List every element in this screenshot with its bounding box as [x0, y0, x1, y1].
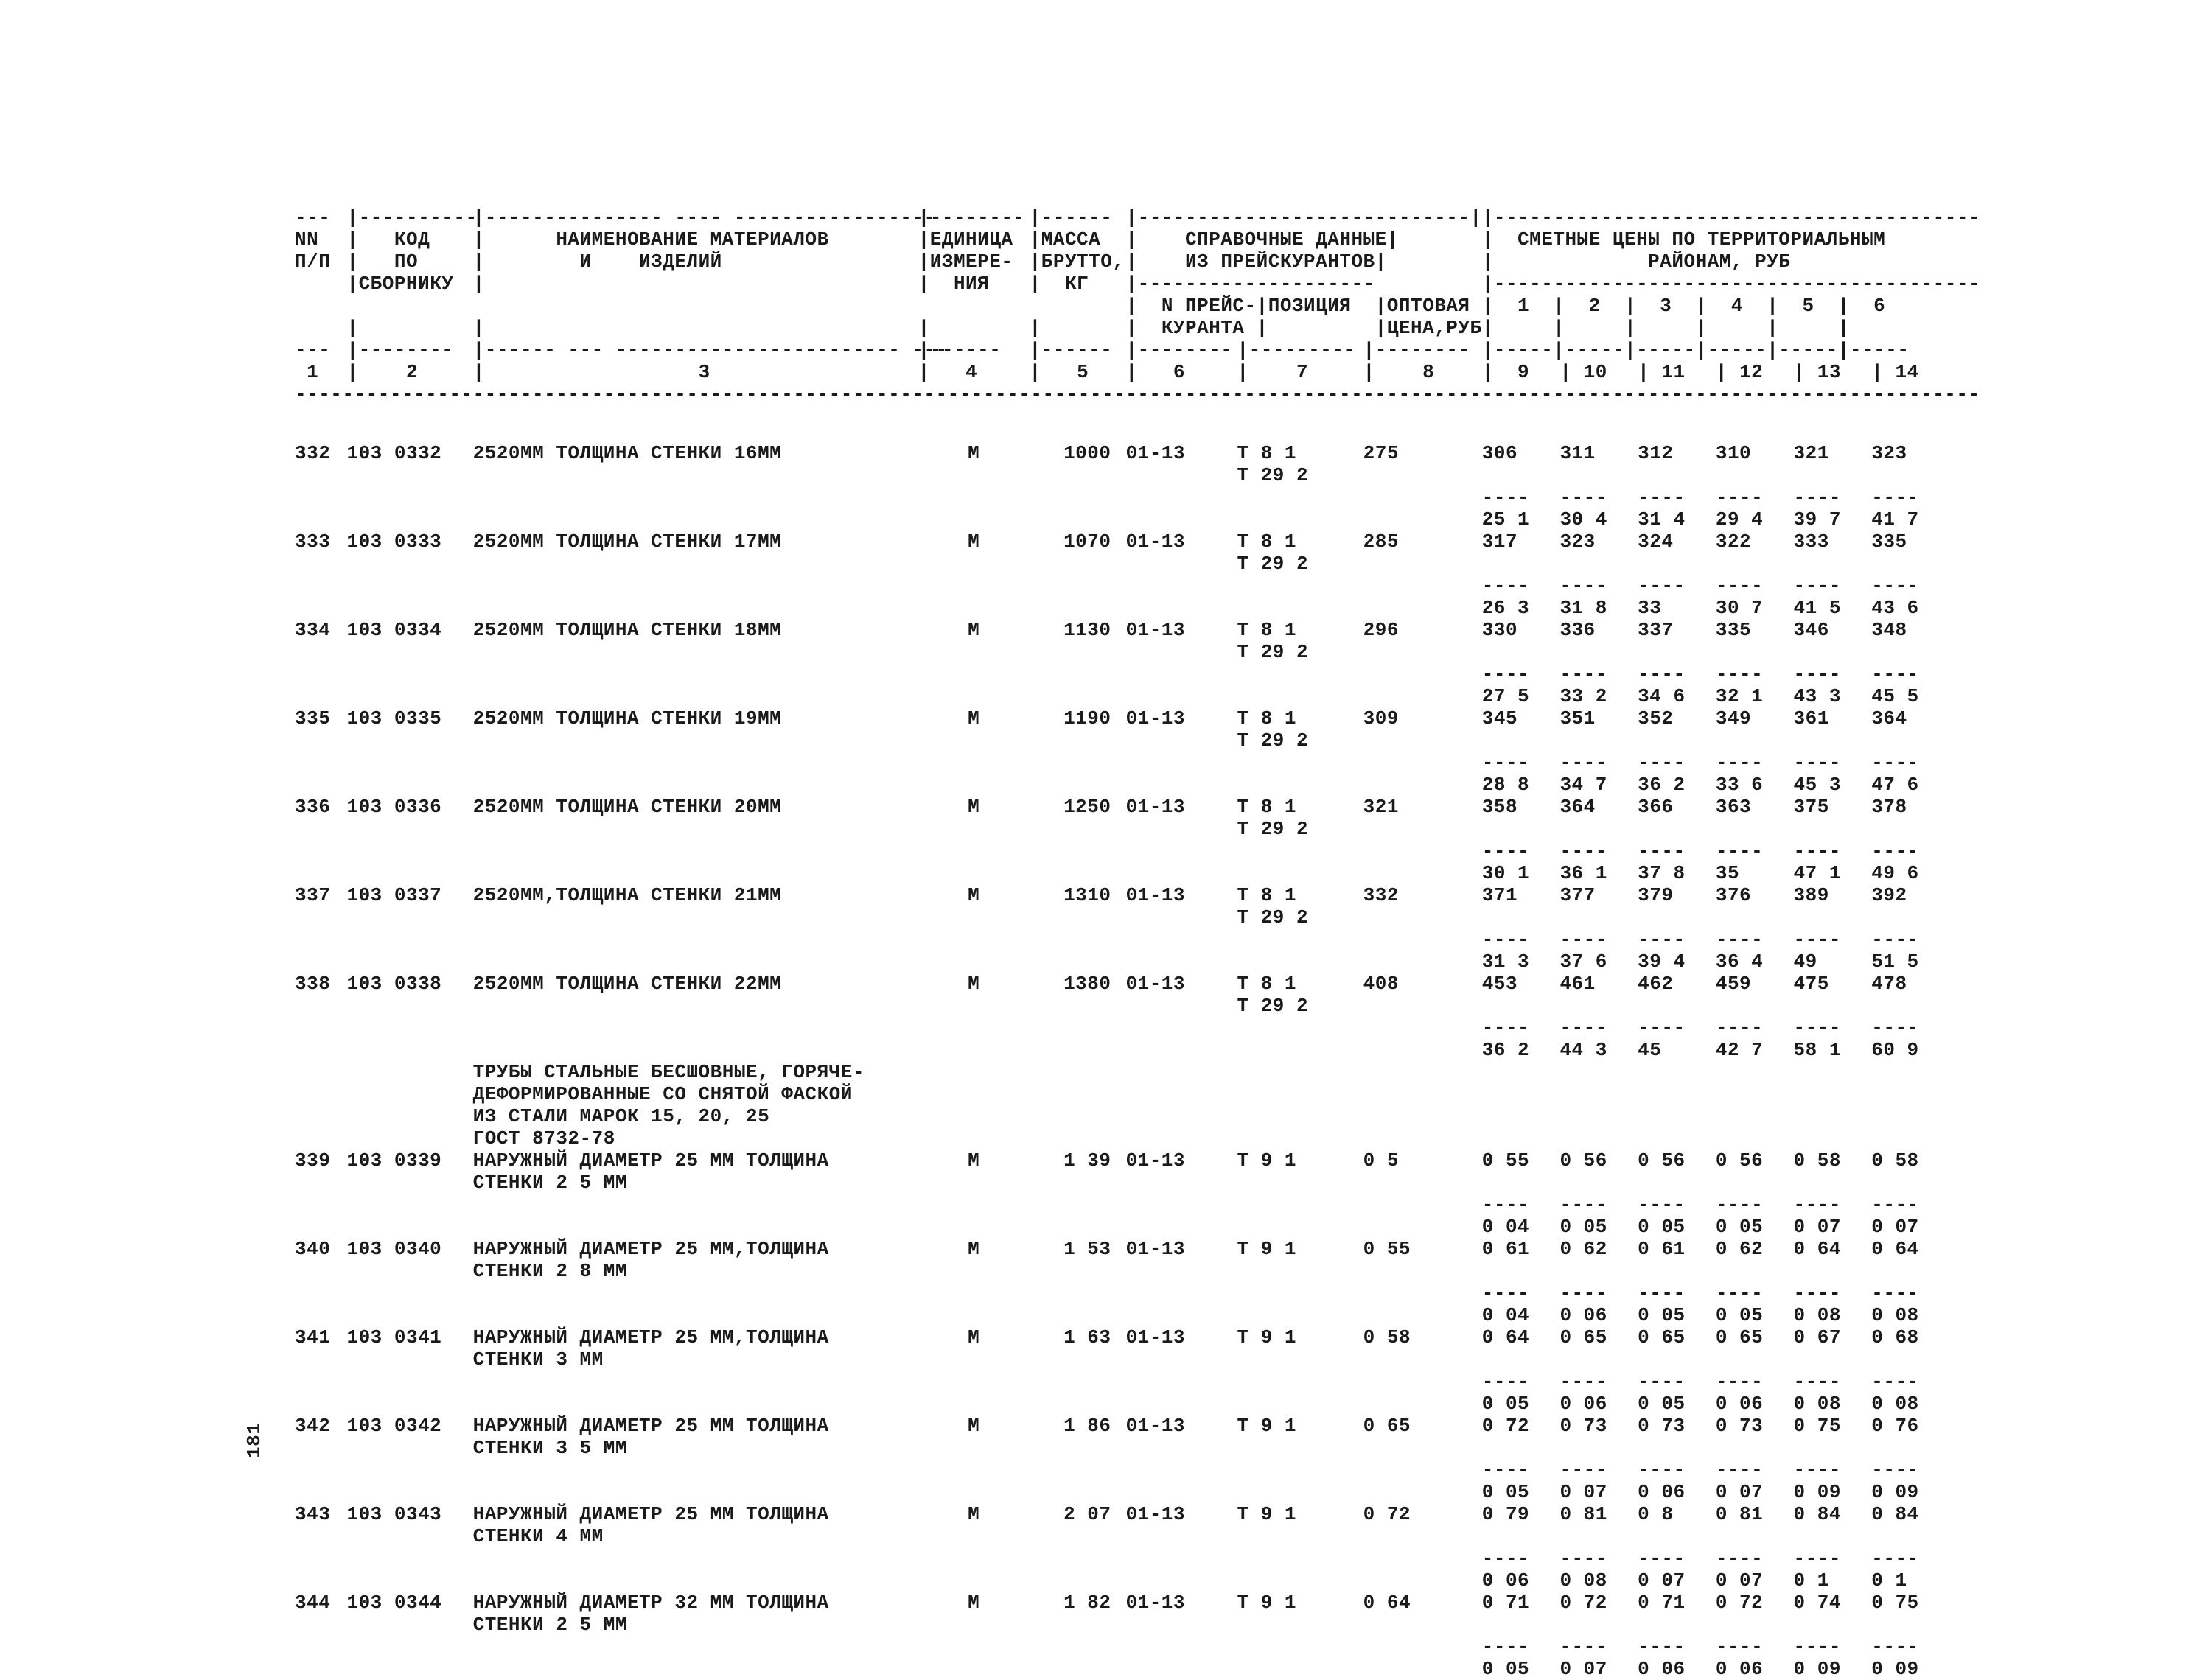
table-body: 332103 03322520ММ ТОЛЩИНА СТЕНКИ 16МММ10…: [295, 442, 1946, 1680]
hdr-mass3: КГ: [1065, 273, 1089, 295]
hdr-ref1: СПРАВОЧНЫЕ ДАННЫЕ: [1185, 228, 1387, 251]
table-row-prices2: 28 834 736 233 645 347 6: [295, 774, 1946, 796]
hdr-opt2: ЦЕНА,РУБ: [1387, 317, 1482, 339]
hdr-name: НАИМЕНОВАНИЕ МАТЕРИАЛОВ: [556, 228, 828, 251]
table-row-sub: Т 29 2: [295, 995, 1946, 1017]
section-text: ДЕФОРМИРОВАННЫЕ СО СНЯТОЙ ФАСКОЙ: [473, 1083, 918, 1105]
page-number: 181: [243, 1423, 265, 1458]
table-row: 337103 03372520ММ,ТОЛЩИНА СТЕНКИ 21МММ13…: [295, 884, 1946, 906]
section-heading-line: ИЗ СТАЛИ МАРОК 15, 20, 25: [295, 1105, 1946, 1127]
hdr-unit: ЕДИНИЦА: [930, 228, 1013, 251]
hdr-p3: 3: [1660, 295, 1672, 317]
hdr-npk1: N ПРЕЙС-: [1162, 295, 1257, 317]
table-row-sub: СТЕНКИ 3 ММ: [295, 1348, 1946, 1371]
table-row-prices2: 27 533 234 632 143 345 5: [295, 685, 1946, 707]
num-1: 1: [307, 361, 318, 383]
table-row-prices2: 25 130 431 429 439 741 7: [295, 508, 1946, 531]
section-text: ГОСТ 8732-78: [473, 1127, 918, 1149]
table-row: 334103 03342520ММ ТОЛЩИНА СТЕНКИ 18МММ11…: [295, 619, 1946, 641]
hdr-pp: П/П: [295, 251, 330, 273]
table-row-sub: Т 29 2: [295, 906, 1946, 928]
table-row-sub: Т 29 2: [295, 818, 1946, 840]
section-text: ТРУБЫ СТАЛЬНЫЕ БЕСШОВНЫЕ, ГОРЯЧЕ-: [473, 1061, 918, 1083]
hdr-opt1: ОПТОВАЯ: [1387, 295, 1470, 317]
table-row: 335103 03352520ММ ТОЛЩИНА СТЕНКИ 19МММ11…: [295, 707, 1946, 729]
hdr-p1: 1: [1517, 295, 1529, 317]
hdr-pr1: СМЕТНЫЕ ЦЕНЫ ПО ТЕРРИТОРИАЛЬНЫМ: [1517, 228, 1885, 251]
table-row: 343103 0343НАРУЖНЫЙ ДИАМЕТР 25 ММ ТОЛЩИН…: [295, 1503, 1946, 1525]
num-11: 11: [1661, 361, 1685, 383]
section-heading-line: ДЕФОРМИРОВАННЫЕ СО СНЯТОЙ ФАСКОЙ: [295, 1083, 1946, 1105]
table-row-sub: СТЕНКИ 4 ММ: [295, 1525, 1946, 1547]
hdr-npk2: КУРАНТА: [1162, 317, 1245, 339]
num-10: 10: [1584, 361, 1607, 383]
table-row-sub: Т 29 2: [295, 553, 1946, 575]
header-row: ---|---------- |--------------- ---- ---…: [295, 206, 1946, 228]
table-row-prices2: 31 337 639 436 44951 5: [295, 951, 1946, 973]
table-row: 344103 0344НАРУЖНЫЙ ДИАМЕТР 32 ММ ТОЛЩИН…: [295, 1592, 1946, 1614]
table-row-prices2: 0 040 050 050 050 070 07: [295, 1216, 1946, 1238]
num-5: 5: [1077, 361, 1089, 383]
table-row-sub: СТЕНКИ 2 5 ММ: [295, 1614, 1946, 1636]
table-row: 336103 03362520ММ ТОЛЩИНА СТЕНКИ 20МММ12…: [295, 796, 1946, 818]
hdr-unit3: НИЯ: [954, 273, 989, 295]
table-row-prices2: 0 050 060 050 060 080 08: [295, 1393, 1946, 1415]
hdr-p4: 4: [1731, 295, 1743, 317]
table-row-prices2: 0 050 070 060 070 090 09: [295, 1481, 1946, 1503]
hdr-pos: ПОЗИЦИЯ: [1268, 295, 1352, 317]
table-row-prices2: 0 040 060 050 050 080 08: [295, 1304, 1946, 1326]
num-13: 13: [1817, 361, 1841, 383]
table-row-prices2: 30 136 137 83547 149 6: [295, 862, 1946, 884]
hdr-ref2: ИЗ ПРЕЙСКУРАНТОВ: [1185, 251, 1375, 273]
hdr-po: ПО: [394, 251, 418, 273]
price-table: ---|---------- |--------------- ---- ---…: [295, 206, 1946, 1680]
num-8: 8: [1422, 361, 1434, 383]
hdr-p2: 2: [1589, 295, 1601, 317]
table-row-sub: Т 29 2: [295, 641, 1946, 663]
table-row-sub: СТЕНКИ 2 8 ММ: [295, 1260, 1946, 1282]
table-row: 333103 03332520ММ ТОЛЩИНА СТЕНКИ 17МММ10…: [295, 531, 1946, 553]
hdr-unit2: ИЗМЕРЕ-: [930, 251, 1013, 273]
table-row-prices2: 26 331 83330 741 543 6: [295, 597, 1946, 619]
section-heading-line: ТРУБЫ СТАЛЬНЫЕ БЕСШОВНЫЕ, ГОРЯЧЕ-: [295, 1061, 1946, 1083]
table-row-prices2: 36 244 34542 758 160 9: [295, 1039, 1946, 1061]
table-row-sub: СТЕНКИ 2 5 ММ: [295, 1172, 1946, 1194]
num-9: 9: [1517, 361, 1529, 383]
num-3: 3: [699, 361, 710, 383]
num-14: 14: [1895, 361, 1918, 383]
table-row: 342103 0342НАРУЖНЫЙ ДИАМЕТР 25 ММ ТОЛЩИН…: [295, 1415, 1946, 1437]
hdr-mass2: БРУТТО,: [1041, 251, 1125, 273]
table-row: 340103 0340НАРУЖНЫЙ ДИАМЕТР 25 ММ,ТОЛЩИН…: [295, 1238, 1946, 1260]
hdr-pr2: РАЙОНАМ, РУБ: [1648, 251, 1790, 273]
table-row-sub: СТЕНКИ 3 5 ММ: [295, 1437, 1946, 1459]
table-row-prices2: 0 050 070 060 060 090 09: [295, 1658, 1946, 1680]
table-row: 338103 03382520ММ ТОЛЩИНА СТЕНКИ 22МММ13…: [295, 973, 1946, 995]
hdr-name2: И ИЗДЕЛИЙ: [580, 251, 722, 273]
table-row-sub: Т 29 2: [295, 464, 1946, 486]
hdr-mass: МАССА: [1041, 228, 1101, 251]
num-6: 6: [1173, 361, 1185, 383]
table-row: 332103 03322520ММ ТОЛЩИНА СТЕНКИ 16МММ10…: [295, 442, 1946, 464]
num-7: 7: [1296, 361, 1308, 383]
section-text: ИЗ СТАЛИ МАРОК 15, 20, 25: [473, 1105, 918, 1127]
table-row-prices2: 0 060 080 070 070 10 1: [295, 1569, 1946, 1592]
hdr-p6: 6: [1873, 295, 1885, 317]
hdr-sbor: СБОРНИКУ: [359, 273, 454, 295]
price-table-page: ---|---------- |--------------- ---- ---…: [0, 0, 2211, 1569]
num-4: 4: [965, 361, 977, 383]
table-row: 341103 0341НАРУЖНЫЙ ДИАМЕТР 25 ММ,ТОЛЩИН…: [295, 1326, 1946, 1348]
num-2: 2: [406, 361, 418, 383]
table-row-sub: Т 29 2: [295, 729, 1946, 752]
num-12: 12: [1739, 361, 1763, 383]
hdr-nn: NN: [295, 228, 318, 251]
table-row: 339103 0339НАРУЖНЫЙ ДИАМЕТР 25 ММ ТОЛЩИН…: [295, 1149, 1946, 1172]
hdr-kod: КОД: [394, 228, 430, 251]
section-heading-line: ГОСТ 8732-78: [295, 1127, 1946, 1149]
hdr-p5: 5: [1803, 295, 1814, 317]
